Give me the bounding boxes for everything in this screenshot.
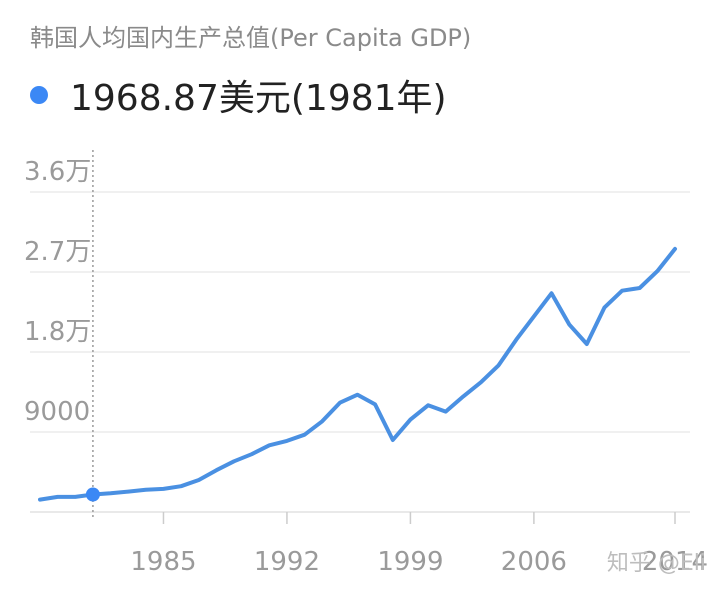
data-point xyxy=(550,291,554,295)
data-point xyxy=(620,289,624,293)
series-line xyxy=(38,246,677,502)
x-tick-label: 2014 xyxy=(642,547,708,577)
data-point xyxy=(232,459,236,463)
selected-point-marker xyxy=(85,487,100,502)
data-point xyxy=(214,468,218,472)
data-point xyxy=(567,322,571,326)
series-dot-icon xyxy=(30,86,48,104)
data-point xyxy=(514,338,518,342)
x-tick-label: 1992 xyxy=(254,547,320,577)
data-point xyxy=(109,491,113,495)
data-point xyxy=(602,306,606,310)
data-point xyxy=(303,433,307,437)
data-point xyxy=(479,380,483,384)
y-tick-label: 2.7万 xyxy=(24,237,91,267)
data-point xyxy=(444,410,448,414)
x-tick-label: 1999 xyxy=(377,547,443,577)
data-point xyxy=(144,488,148,492)
data-point xyxy=(655,269,659,273)
data-point xyxy=(179,484,183,488)
data-point xyxy=(285,439,289,443)
data-point xyxy=(73,495,77,499)
selected-value: 1968.87美元 xyxy=(70,78,291,119)
y-tick-label: 1.8万 xyxy=(24,317,91,347)
data-point xyxy=(638,286,642,290)
x-tick-label: 1985 xyxy=(130,547,196,577)
data-point xyxy=(250,452,254,456)
chart-title: 韩国人均国内生产总值(Per Capita GDP) xyxy=(30,24,472,52)
selected-value-readout: 1968.87美元 (1981年) xyxy=(30,70,447,120)
data-point xyxy=(197,478,201,482)
y-tick-label: 3.6万 xyxy=(24,157,91,187)
x-tick-label: 2006 xyxy=(501,547,567,577)
data-point xyxy=(461,394,465,398)
data-point xyxy=(391,438,395,442)
data-point xyxy=(356,393,360,397)
data-point xyxy=(497,363,501,367)
data-point xyxy=(161,487,165,491)
data-point xyxy=(320,419,324,423)
data-point xyxy=(426,403,430,407)
selected-year: (1981年) xyxy=(290,78,447,119)
data-point xyxy=(408,418,412,422)
data-point xyxy=(373,402,377,406)
data-point xyxy=(126,490,130,494)
watermark: 知乎 @Eli xyxy=(606,551,706,576)
y-tick-label: 9000 xyxy=(24,397,90,427)
data-point xyxy=(38,498,42,502)
data-point xyxy=(585,342,589,346)
data-point xyxy=(267,443,271,447)
data-point xyxy=(673,247,677,251)
data-point xyxy=(338,401,342,405)
data-point xyxy=(532,314,536,318)
data-point xyxy=(56,495,60,499)
